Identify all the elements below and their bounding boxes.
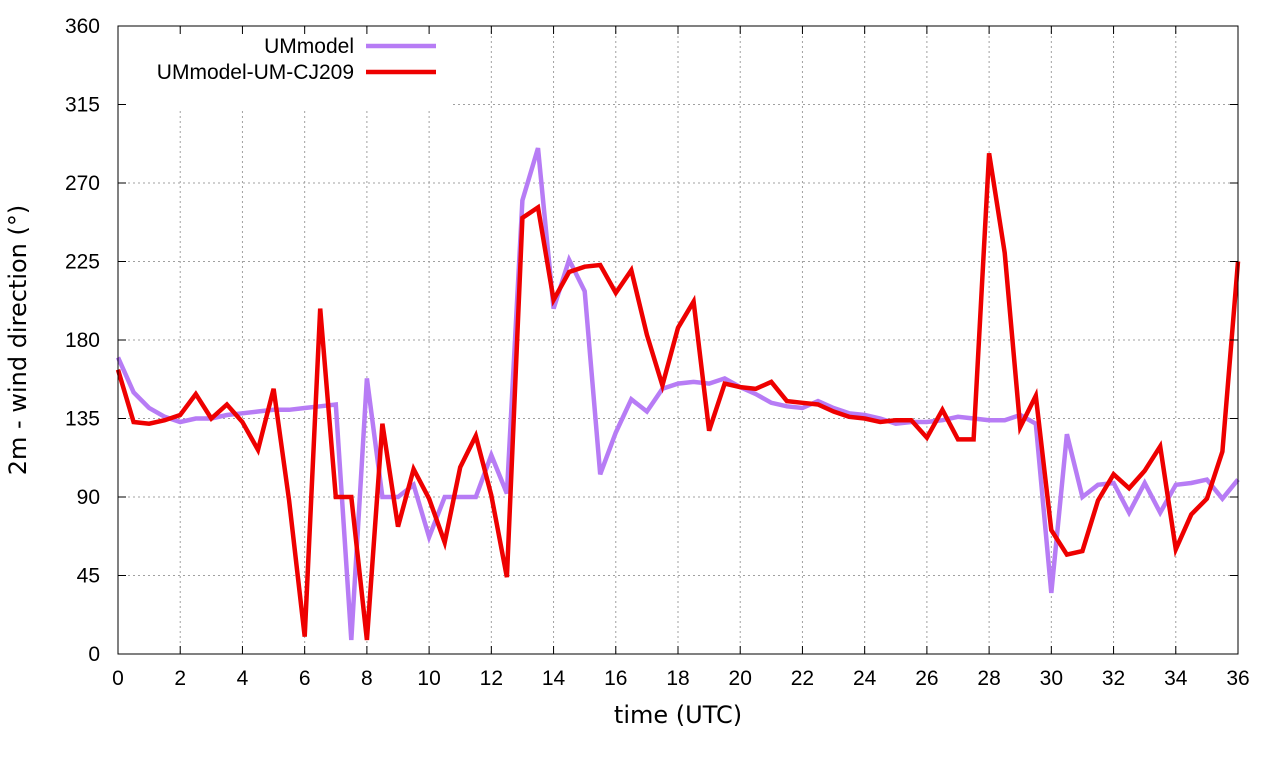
x-tick-label-17: 34 bbox=[1164, 667, 1188, 690]
legend: UMmodel UMmodel-UM-CJ209 bbox=[157, 35, 436, 84]
x-tick-label-18: 36 bbox=[1226, 667, 1249, 690]
y-tick-label-0: 0 bbox=[88, 643, 100, 666]
y-tick-label-2: 90 bbox=[77, 486, 100, 509]
y-tick-label-5: 225 bbox=[65, 251, 100, 274]
x-tick-label-15: 30 bbox=[1040, 667, 1063, 690]
y-tick-label-6: 270 bbox=[65, 172, 100, 195]
y-axis-label: 2m - wind direction (°) bbox=[4, 205, 32, 475]
axis-ticks: 0 2 4 6 8 10 12 14 16 18 20 22 24 26 28 30 32 34 360459013… bbox=[65, 15, 1250, 690]
x-tick-label-13: 26 bbox=[915, 667, 938, 690]
y-tick-label-1: 45 bbox=[77, 565, 100, 588]
x-tick-label-12: 24 bbox=[853, 667, 877, 690]
y-tick-label-4: 180 bbox=[65, 329, 100, 352]
x-tick-label-11: 22 bbox=[791, 667, 814, 690]
series-line-0 bbox=[115, 147, 1240, 641]
x-tick-label-7: 14 bbox=[542, 667, 566, 690]
x-tick-label-14: 28 bbox=[977, 667, 1000, 690]
y-tick-label-8: 360 bbox=[65, 15, 100, 38]
y-tick-label-7: 315 bbox=[65, 94, 100, 117]
x-tick-label-5: 10 bbox=[417, 667, 440, 690]
x-tick-label-8: 16 bbox=[604, 667, 627, 690]
x-tick-label-2: 4 bbox=[237, 667, 249, 690]
x-tick-label-1: 2 bbox=[174, 667, 186, 690]
x-tick-label-6: 12 bbox=[480, 667, 503, 690]
x-tick-label-9: 18 bbox=[666, 667, 689, 690]
legend-label-0: UMmodel bbox=[264, 35, 354, 58]
legend-label-1: UMmodel-UM-CJ209 bbox=[157, 61, 354, 84]
x-tick-label-0: 0 bbox=[112, 667, 124, 690]
legend-background bbox=[120, 28, 450, 108]
series-lines bbox=[115, 147, 1241, 641]
x-tick-label-16: 32 bbox=[1102, 667, 1125, 690]
x-tick-label-10: 20 bbox=[729, 667, 752, 690]
y-tick-label-3: 135 bbox=[65, 408, 100, 431]
series-line-1 bbox=[115, 152, 1241, 641]
x-tick-label-4: 8 bbox=[361, 667, 373, 690]
x-axis-label: time (UTC) bbox=[614, 701, 742, 729]
x-tick-label-3: 6 bbox=[299, 667, 311, 690]
